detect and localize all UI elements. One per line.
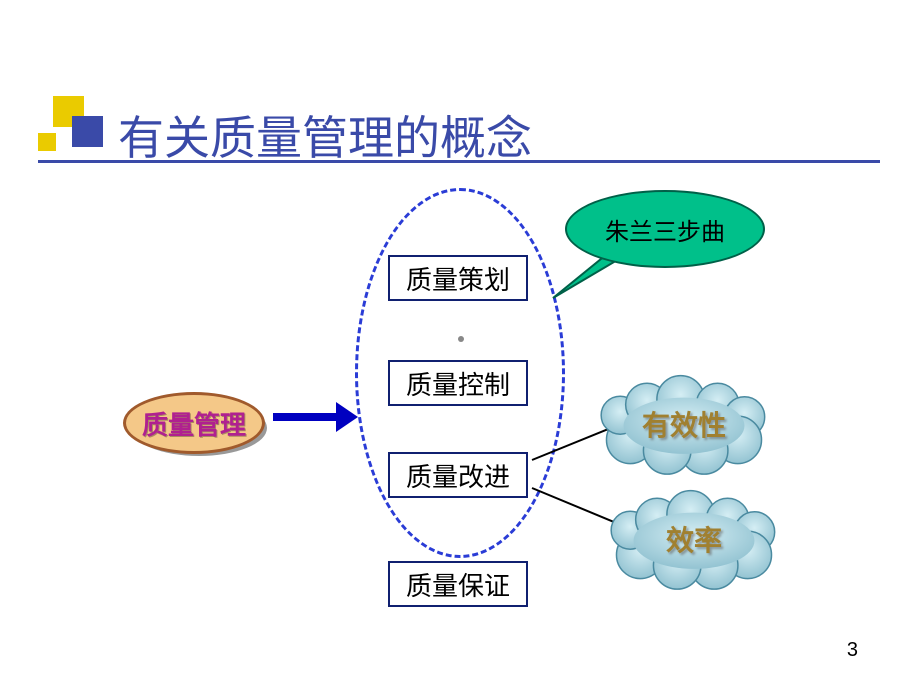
box-label: 质量策划 [406,260,510,297]
center-dot [458,336,464,342]
box-label: 质量改进 [406,457,510,494]
slide-stage: 有关质量管理的概念 质量管理 朱兰三步曲 质量策划 质量控制 质量改进 质量保证… [0,0,920,690]
box-label: 质量控制 [406,365,510,402]
cloud-label: 有效性 [600,380,768,468]
box-quality-improvement: 质量改进 [388,452,528,498]
quality-management-label: 质量管理 [142,405,246,442]
cloud-effectiveness: 有效性 [600,380,768,468]
box-label: 质量保证 [406,566,510,603]
page-number: 3 [847,639,858,662]
cloud-label: 效率 [610,495,778,583]
box-quality-planning: 质量策划 [388,255,528,301]
juran-callout-label: 朱兰三步曲 [605,212,725,247]
box-quality-control: 质量控制 [388,360,528,406]
box-quality-assurance: 质量保证 [388,561,528,607]
cloud-efficiency: 效率 [610,495,778,583]
juran-callout: 朱兰三步曲 [565,190,765,268]
